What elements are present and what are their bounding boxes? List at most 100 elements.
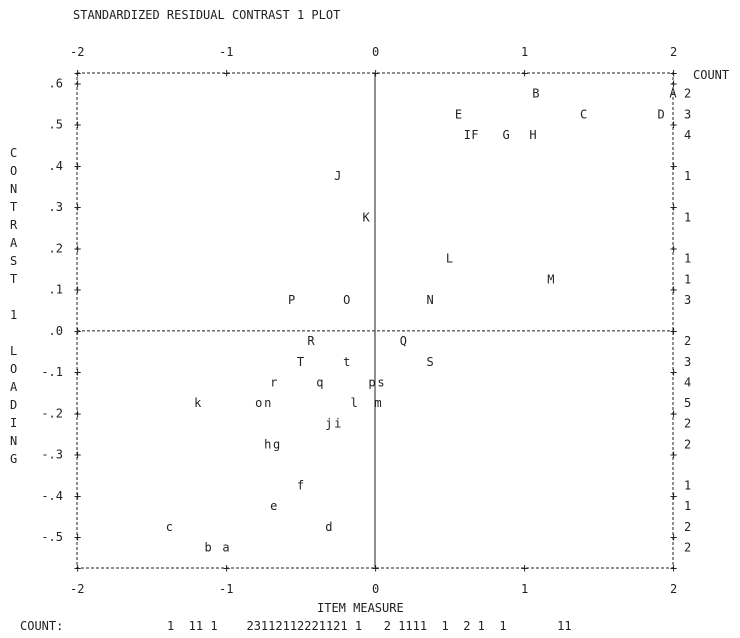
y-tick-mark-right: + (670, 448, 677, 462)
y-axis-label-letter: O (10, 362, 17, 376)
count-value: 3 (684, 355, 691, 369)
y-axis-label-letter: N (10, 182, 17, 196)
data-point: P (288, 293, 295, 307)
y-tick-mark-right: + (670, 283, 677, 297)
y-axis-label-letter: A (10, 236, 18, 250)
data-point: o (255, 396, 262, 410)
count-value: 2 (684, 417, 691, 431)
y-tick-mark-left: + (74, 530, 81, 544)
right-counts: 2 3 4 1 1 1 1 3 2 3 4 5 2 2 1 1 2 2 (684, 87, 691, 555)
x-tick-mark-top: + (670, 66, 677, 80)
y-tick-mark-right: + (670, 159, 677, 173)
data-point: d (325, 520, 332, 534)
y-axis-label-letter: R (10, 218, 18, 232)
data-point: I (464, 128, 471, 142)
count-value: 1 (684, 499, 691, 513)
data-point: i (334, 417, 341, 431)
y-axis-label-letter: D (10, 398, 17, 412)
y-tick-mark-right: + (670, 406, 677, 420)
data-point: a (222, 540, 229, 554)
count-value: 1 (684, 252, 691, 266)
y-axis-label-letter: 1 (10, 308, 17, 322)
count-value: 2 (684, 520, 691, 534)
y-tick-mark-right: + (670, 365, 677, 379)
bottom-counts: 1 11 1 23112112221121 1 2 1111 1 2 1 1 1… (167, 619, 572, 633)
y-axis-label-letter: O (10, 164, 17, 178)
data-point: K (362, 210, 370, 224)
y-tick-mark-right: + (670, 324, 677, 338)
y-tick-mark-left: + (74, 200, 81, 214)
y-tick-label: .3 (49, 200, 63, 214)
count-value: 1 (684, 272, 691, 286)
y-axis-label-letter: L (10, 344, 17, 358)
x-tick-mark-bottom: + (670, 561, 677, 575)
count-value: 3 (684, 293, 691, 307)
count-header: COUNT (693, 68, 729, 82)
y-tick-mark-left: + (74, 159, 81, 173)
y-tick-label: -.5 (41, 530, 63, 544)
x-tick-mark-bottom: + (74, 561, 81, 575)
y-tick-label: .1 (49, 283, 63, 297)
count-value: 4 (684, 375, 691, 389)
count-value: 3 (684, 107, 691, 121)
data-point: C (580, 107, 587, 121)
x-axis-label: ITEM MEASURE (317, 601, 404, 615)
y-tick-label: -.2 (41, 406, 63, 420)
count-value: 4 (684, 128, 691, 142)
y-tick-mark-right: + (670, 118, 677, 132)
y-tick-mark-left: + (74, 324, 81, 338)
y-tick-mark-left: + (74, 448, 81, 462)
y-tick-mark-right: + (670, 241, 677, 255)
x-tick-mark-top: + (223, 66, 230, 80)
data-point: B (532, 87, 539, 101)
y-tick-mark-left: + (74, 76, 81, 90)
x-tick-label-bottom: 1 (521, 582, 528, 596)
x-tick-label-top: -1 (219, 45, 233, 59)
x-tick-label-bottom: 2 (670, 582, 677, 596)
y-tick-label: .0 (49, 324, 63, 338)
data-point: S (427, 355, 434, 369)
data-point: q (316, 375, 323, 389)
data-point: b (205, 540, 212, 554)
data-point: n (264, 396, 271, 410)
count-value: 2 (684, 540, 691, 554)
x-tick-mark-top: + (74, 66, 81, 80)
y-tick-mark-left: + (74, 406, 81, 420)
data-point: j (325, 417, 332, 431)
data-point: M (547, 272, 554, 286)
y-tick-mark-right: + (670, 530, 677, 544)
data-point: m (374, 396, 381, 410)
x-tick-mark-top: + (372, 66, 379, 80)
data-point: O (343, 293, 350, 307)
y-axis-label-letter: S (10, 254, 17, 268)
data-point: Q (400, 334, 407, 348)
data-point: H (529, 128, 536, 142)
data-point: R (307, 334, 315, 348)
count-value: 1 (684, 169, 691, 183)
bottom-count-label: COUNT: (20, 619, 63, 633)
data-point: A (669, 87, 677, 101)
y-tick-label: .2 (49, 241, 63, 255)
x-tick-mark-top: + (521, 66, 528, 80)
y-tick-mark-right: + (670, 76, 677, 90)
y-tick-label: .4 (49, 159, 63, 173)
y-tick-mark-left: + (74, 365, 81, 379)
x-tick-mark-bottom: + (521, 561, 528, 575)
data-point: e (270, 499, 277, 513)
data-point: f (297, 479, 304, 493)
y-tick-mark-right: + (670, 489, 677, 503)
data-point: F (471, 128, 478, 142)
x-tick-label-bottom: -2 (70, 582, 84, 596)
x-tick-mark-bottom: + (372, 561, 379, 575)
y-axis-label-letter: G (10, 452, 17, 466)
data-point: h (264, 437, 271, 451)
data-point: g (273, 437, 280, 451)
data-point: t (343, 355, 350, 369)
data-point: J (334, 169, 341, 183)
plot-frame (76, 72, 674, 569)
y-axis-label-letter: C (10, 146, 17, 160)
y-tick-mark-left: + (74, 283, 81, 297)
data-point: r (270, 375, 277, 389)
